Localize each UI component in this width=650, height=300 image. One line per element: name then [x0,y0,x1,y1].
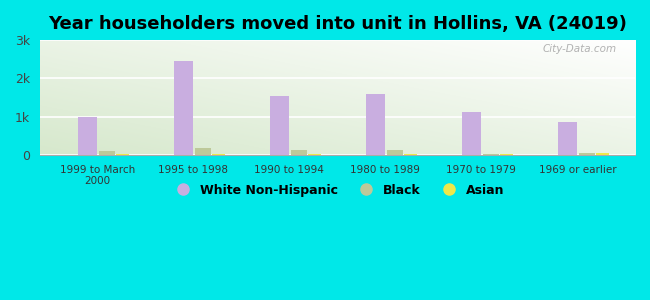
Bar [77,117,97,155]
Bar [365,94,385,155]
Title: Year householders moved into unit in Hollins, VA (24019): Year householders moved into unit in Hol… [48,15,627,33]
Text: City-Data.com: City-Data.com [543,44,617,54]
Bar [212,154,226,155]
Bar [116,154,129,155]
Bar [387,150,403,155]
Bar [270,96,289,155]
Bar [174,61,192,155]
Bar [99,151,114,155]
Bar [558,122,577,155]
Bar [307,154,321,155]
Bar [500,154,514,155]
Bar [404,154,417,155]
Legend: White Non-Hispanic, Black, Asian: White Non-Hispanic, Black, Asian [165,178,510,202]
Bar [195,148,211,155]
Bar [579,153,595,155]
Bar [483,154,499,155]
Bar [291,150,307,155]
Bar [595,153,609,155]
Bar [462,112,480,155]
